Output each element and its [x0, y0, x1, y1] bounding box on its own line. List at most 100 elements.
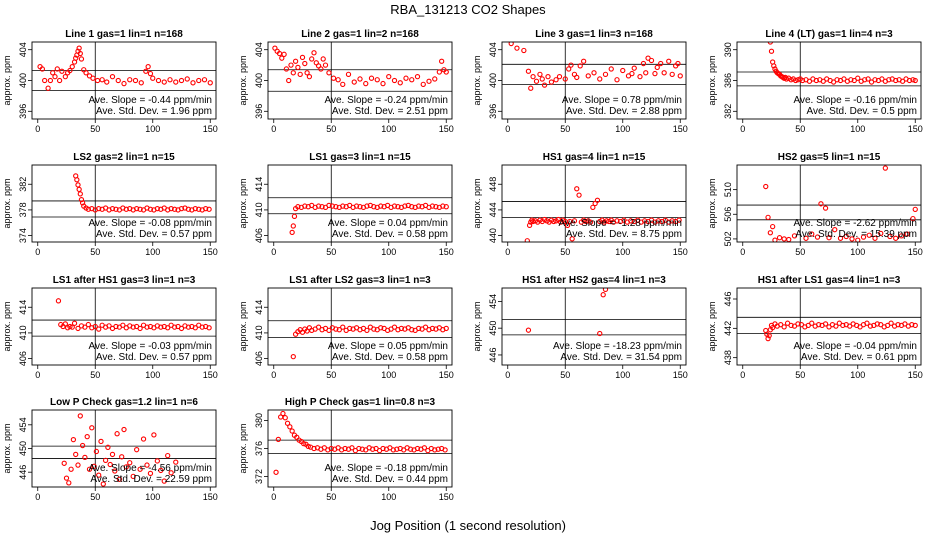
x-tick-label: 100	[145, 492, 160, 502]
data-point	[94, 77, 101, 84]
data-point	[280, 410, 286, 417]
average-std-dev-label: Ave. Std. Dev. = 31.54 ppm	[560, 352, 682, 363]
y-tick-label: 442	[723, 321, 733, 336]
data-point	[435, 446, 441, 452]
data-point	[290, 70, 296, 76]
data-point	[79, 442, 86, 449]
data-point	[287, 424, 293, 430]
data-point	[342, 445, 348, 452]
data-point	[799, 77, 806, 84]
data-point	[112, 468, 118, 474]
y-tick-label: 410	[254, 202, 264, 217]
data-point	[275, 436, 281, 443]
data-point	[591, 70, 597, 76]
y-tick-label: 406	[254, 351, 264, 366]
data-point	[59, 68, 65, 74]
plot-area	[268, 288, 452, 365]
panel-frame	[31, 164, 217, 243]
data-point	[655, 218, 662, 224]
plot-area	[737, 42, 921, 119]
data-point	[115, 77, 121, 84]
data-point	[830, 79, 837, 85]
x-tick-label: 0	[271, 492, 276, 502]
panel-title: LS1 after HS1 gas=3 lin=1 n=3	[53, 275, 196, 286]
data-point	[551, 218, 557, 225]
data-point	[529, 217, 535, 223]
data-point	[640, 60, 647, 67]
data-point	[137, 466, 143, 472]
data-point	[165, 452, 171, 459]
data-point	[89, 425, 95, 431]
x-tick-label: 0	[271, 370, 276, 380]
data-point	[872, 235, 878, 241]
y-tick-label: 444	[488, 202, 498, 217]
panel-13: Low P Check gas=1.2 lin=1 n=6 0 50 100 150 44…	[2, 397, 218, 502]
data-point	[833, 323, 839, 329]
y-tick-label: 396	[18, 104, 28, 119]
data-point	[320, 56, 326, 62]
average-std-dev-label: Ave. Std. Dev. = 0.58 ppm	[332, 352, 448, 363]
plot-area	[502, 165, 686, 242]
data-point	[356, 445, 362, 452]
data-point	[100, 481, 106, 487]
panel-title: HS1 gas=4 lin=1 n=15	[543, 152, 646, 163]
data-point	[86, 73, 93, 79]
y-tick-label: 410	[18, 325, 28, 340]
y-axis-label: approx. ppm	[2, 423, 12, 473]
data-point	[793, 77, 799, 84]
data-point	[154, 458, 160, 464]
data-point	[116, 476, 123, 482]
y-tick-label: 438	[723, 350, 733, 365]
data-point	[386, 74, 392, 80]
data-point	[63, 475, 70, 481]
data-point	[539, 76, 545, 82]
data-point	[806, 78, 813, 84]
data-point	[143, 68, 149, 74]
data-point	[67, 323, 73, 330]
y-tick-label: 446	[18, 465, 28, 480]
data-point	[772, 237, 778, 242]
x-tick-label: 100	[615, 370, 630, 380]
y-tick-label: 400	[18, 73, 28, 88]
data-point	[786, 236, 792, 242]
data-point	[893, 77, 899, 84]
data-point	[359, 446, 365, 452]
data-point	[206, 206, 212, 212]
data-point	[120, 322, 126, 328]
data-point	[302, 60, 308, 67]
data-point	[54, 66, 60, 72]
data-point	[666, 58, 672, 64]
data-point	[577, 63, 583, 69]
panel-7: HS1 gas=4 lin=1 n=15 0 50 100 150 440 444 448 ap…	[472, 152, 688, 257]
y-tick-label: 396	[254, 104, 264, 119]
data-point	[302, 203, 308, 209]
average-std-dev-label: Ave. Std. Dev. = 22.59 ppm	[90, 474, 212, 485]
data-point	[318, 66, 324, 72]
data-point	[299, 54, 306, 61]
data-point	[155, 77, 162, 84]
data-point	[165, 325, 171, 331]
y-tick-label: 378	[18, 202, 28, 217]
x-tick-label: 50	[326, 124, 336, 134]
data-point	[421, 445, 428, 451]
data-point	[364, 327, 370, 333]
panel-frame	[501, 164, 687, 243]
data-point	[178, 77, 185, 84]
panel-frame	[267, 287, 453, 366]
x-tick-label: 100	[850, 370, 865, 380]
data-point	[151, 432, 157, 438]
data-point	[96, 205, 102, 212]
y-axis-label: approx. ppm	[238, 55, 248, 105]
data-point	[304, 70, 310, 76]
data-point	[55, 298, 62, 304]
panel-12: HS1 after LS1 gas=4 lin=1 n=3 0 50 100 150 43…	[707, 275, 923, 380]
data-point	[292, 58, 299, 64]
plot-area	[502, 42, 686, 119]
data-point	[150, 75, 156, 81]
average-std-dev-label: Ave. Std. Dev. = 2.88 ppm	[566, 106, 682, 117]
x-tick-label: 100	[145, 370, 160, 380]
x-tick-label: 100	[381, 492, 396, 502]
data-point	[368, 75, 375, 81]
data-point	[443, 325, 449, 332]
